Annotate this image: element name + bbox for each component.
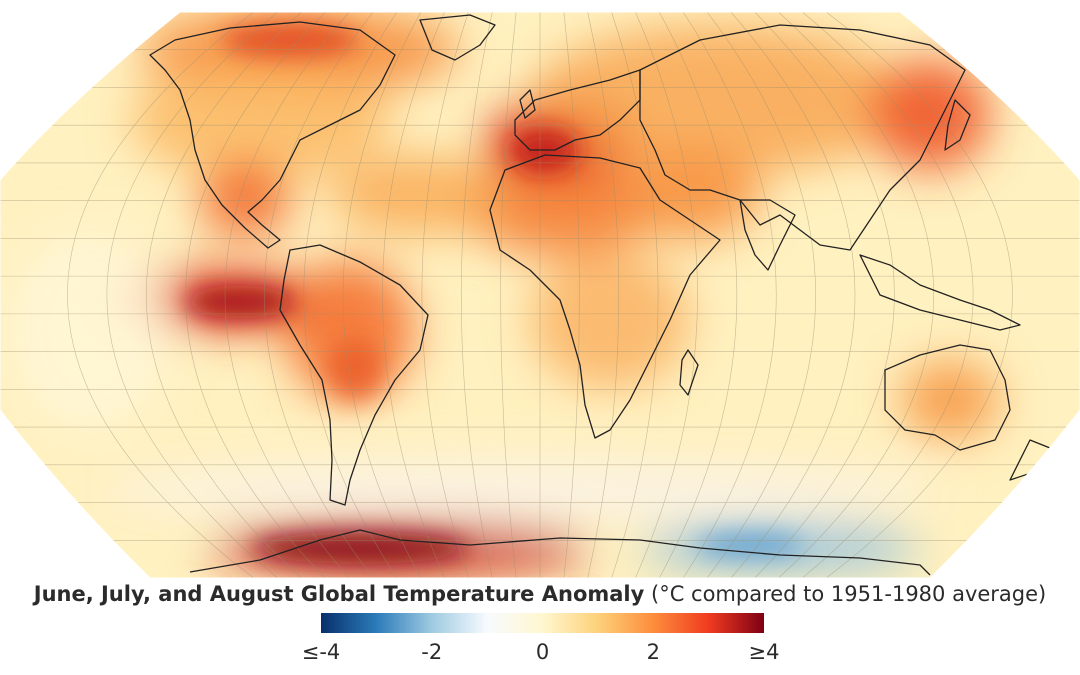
map-caption: June, July, and August Global Temperatur… — [0, 582, 1080, 606]
outline-africa — [489, 154, 721, 439]
anomaly-core-antarctica — [250, 532, 470, 564]
meridian-line — [224, 12, 350, 578]
meridian-line — [500, 12, 517, 578]
meridian-line — [382, 12, 445, 578]
outline-antarctica — [189, 529, 931, 576]
anomaly-north-africa — [465, 165, 655, 255]
outline-australia — [884, 344, 1011, 451]
colorbar — [321, 613, 764, 633]
meridian-line — [778, 12, 935, 578]
units-note: (°C compared to 1951-1980 average) — [651, 582, 1047, 606]
meridian-line — [106, 12, 278, 578]
anomaly-core-amazon — [327, 340, 383, 400]
outline-uk — [519, 89, 536, 119]
meridian-line — [682, 12, 777, 578]
anomaly-east-asia — [870, 60, 990, 170]
world-anomaly-map — [0, 11, 1080, 579]
colorbar-tick-label: 0 — [535, 640, 550, 664]
anomaly-eurasia — [530, 25, 910, 175]
anomaly-north-america — [130, 60, 390, 180]
anomaly-africa — [530, 250, 690, 390]
outline-south-america — [279, 244, 429, 506]
colorbar-tick-label: ≥4 — [748, 640, 780, 664]
anomaly-core-pacific — [185, 286, 295, 318]
colorbar-tick-label: 2 — [646, 640, 660, 664]
colorbar-tick-label: -2 — [421, 640, 443, 664]
meridian-line — [303, 12, 398, 578]
anomaly-southern-ocean-pale — [100, 462, 940, 518]
outline-north-america — [149, 21, 396, 249]
anomaly-mexico — [200, 162, 290, 238]
outline-madagascar — [679, 349, 699, 396]
meridian-line — [342, 12, 422, 578]
meridian-line — [802, 12, 974, 578]
colorbar-tick-label: ≤-4 — [301, 640, 341, 664]
map-svg — [0, 11, 1080, 579]
meridian-line — [264, 12, 374, 578]
colorbar-fill — [321, 613, 764, 633]
outline-southeast-asia — [859, 254, 1021, 331]
meridian-line — [563, 12, 580, 578]
outline-asia — [639, 24, 966, 251]
meridian-line — [826, 12, 1013, 578]
anomaly-south-pacific-pale — [10, 230, 170, 430]
anomaly-atlantic — [330, 155, 510, 235]
anomaly-field — [0, 12, 1080, 578]
meridian-line — [67, 12, 254, 578]
meridian-line — [730, 12, 856, 578]
outline-greenland — [419, 14, 496, 61]
meridian-line — [658, 12, 738, 578]
outline-japan — [944, 99, 971, 151]
meridian-line — [460, 12, 493, 578]
graticule — [0, 12, 1080, 578]
meridian-line — [706, 12, 816, 578]
anomaly-core-east-antarctica — [695, 533, 805, 557]
outline-europe — [514, 69, 641, 151]
outline-india — [739, 199, 796, 271]
continent-outlines — [149, 14, 1056, 576]
colorbar-ticks: ≤-4 -2 0 2 ≥4 — [0, 640, 1080, 674]
meridian-line — [611, 12, 659, 578]
meridian-line — [635, 12, 698, 578]
map-title: June, July, and August Global Temperatur… — [33, 582, 645, 606]
anomaly-australia — [900, 360, 1000, 440]
anomaly-core-canada — [220, 22, 360, 58]
meridian-line — [587, 12, 620, 578]
meridian-line — [421, 12, 469, 578]
meridian-line — [754, 12, 895, 578]
meridian-line — [145, 12, 302, 578]
meridian-line — [185, 12, 326, 578]
